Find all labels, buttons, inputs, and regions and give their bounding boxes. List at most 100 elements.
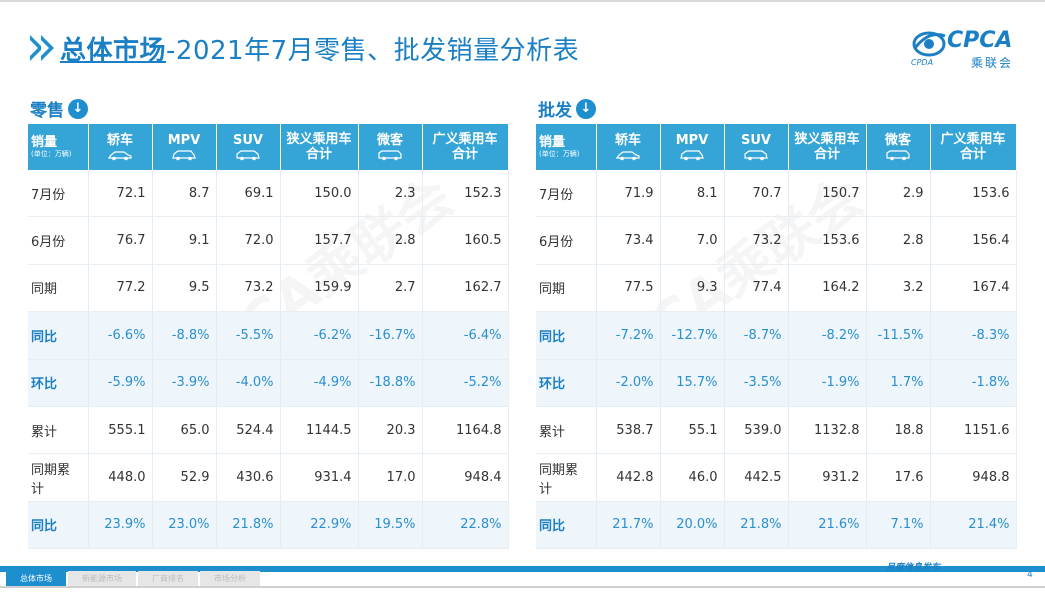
arrow-down-circle-icon: ↓ [68, 98, 88, 119]
table-cell: -5.5% [216, 311, 281, 360]
row-label: 累计 [536, 406, 597, 455]
table-cell: 22.9% [280, 501, 359, 550]
row-label: 同期累计 [28, 453, 89, 502]
minivan-icon [378, 150, 402, 161]
logo-sub: 乘联会 [971, 56, 1014, 70]
table-cell: 2.3 [358, 170, 423, 218]
row-label: 同比 [536, 501, 597, 550]
footer-divider [0, 586, 1045, 588]
row-label: 累计 [28, 406, 89, 455]
column-header-label: SUV [233, 133, 263, 148]
table-cell: 430.6 [216, 453, 281, 502]
title-bold: 总体市场 [60, 35, 167, 66]
table-row: 7月份 71.9 8.1 70.7 150.7 2.9 153.6 [536, 170, 1017, 218]
table-cell: 156.4 [930, 216, 1017, 265]
table-cell: 1.7% [866, 359, 931, 407]
table-cell: 150.0 [280, 170, 359, 218]
table-cell: 20.3 [358, 406, 423, 455]
table-cell: 2.8 [358, 216, 423, 265]
table-cell: 55.1 [660, 406, 725, 455]
footer-tab[interactable]: 市场分析 [200, 571, 260, 586]
table-row: 7月份 72.1 8.7 69.1 150.0 2.3 152.3 [28, 170, 509, 218]
table-cell: 19.5% [358, 501, 423, 550]
column-header-label: 广义乘用车 合计 [432, 132, 498, 162]
footer-tab[interactable]: 新能源市场 [68, 571, 136, 586]
row-label: 同比 [536, 311, 597, 360]
table-cell: 524.4 [216, 406, 281, 455]
table-cell: -4.9% [280, 359, 359, 407]
table-cell: -5.2% [422, 359, 509, 407]
column-header-label: SUV [741, 133, 771, 148]
table-cell: -3.9% [152, 359, 217, 407]
table-cell: 17.6 [866, 453, 931, 502]
table-row: 同期累计 448.0 52.9 430.6 931.4 17.0 948.4 [28, 453, 509, 502]
table-cell: 164.2 [788, 264, 867, 313]
table-cell: 448.0 [88, 453, 153, 502]
table-row: 环比 -5.9% -3.9% -4.0% -4.9% -18.8% -5.2% [28, 359, 509, 407]
cpca-logo: CPCA 乘联会 CPDA [909, 22, 1021, 70]
minivan-icon [886, 150, 910, 161]
page-title: 总体市场-2021年7月零售、批发销量分析表 [30, 28, 579, 68]
table-cell: -1.8% [930, 359, 1017, 407]
table-cell: 17.0 [358, 453, 423, 502]
table-cell: 931.4 [280, 453, 359, 502]
table-cell: 69.1 [216, 170, 281, 218]
mpv-icon [172, 150, 196, 161]
row-label: 同比 [28, 501, 89, 550]
table-cell: 3.2 [866, 264, 931, 313]
column-header-label: 轿车 [614, 133, 641, 148]
column-header: 广义乘用车 合计 [422, 124, 509, 170]
table-cell: 948.4 [422, 453, 509, 502]
table-cell: 9.3 [660, 264, 725, 313]
table-cell: -6.6% [88, 311, 153, 360]
footer-tab[interactable]: 厂商排名 [138, 571, 198, 586]
column-header: SUV [724, 124, 789, 170]
table-cell: 71.9 [596, 170, 661, 218]
table-cell: -18.8% [358, 359, 423, 407]
table-cell: 21.8% [216, 501, 281, 550]
table-cell: -11.5% [866, 311, 931, 360]
column-header: 轿车 [596, 124, 661, 170]
footer-bar [0, 566, 1045, 572]
table-row: 累计 538.7 55.1 539.0 1132.8 18.8 1151.6 [536, 406, 1017, 455]
table-cell: 160.5 [422, 216, 509, 265]
table-cell: 20.0% [660, 501, 725, 550]
table-cell: 8.1 [660, 170, 725, 218]
table-cell: 65.0 [152, 406, 217, 455]
row-label: 环比 [536, 359, 597, 407]
retail-table: 销量 (单位：万辆) 轿车 MPV SUV 狭义乘用车 合计 微客 广义乘用车 合计 7月份 72.1… [28, 124, 509, 550]
unit-label: 销量 [31, 135, 58, 150]
unit-header: 销量 (单位：万辆) [536, 124, 597, 170]
table-cell: 52.9 [152, 453, 217, 502]
table-cell: -6.4% [422, 311, 509, 360]
table-cell: 2.7 [358, 264, 423, 313]
logo-mark-icon [912, 31, 946, 57]
table-cell: 73.4 [596, 216, 661, 265]
table-cell: 22.8% [422, 501, 509, 550]
table-cell: 15.7% [660, 359, 725, 407]
table-row: 6月份 76.7 9.1 72.0 157.7 2.8 160.5 [28, 216, 509, 265]
retail-section-label: 零售 ↓ [30, 96, 88, 121]
page-number: 4 [1027, 570, 1033, 580]
column-header: 轿车 [88, 124, 153, 170]
column-header: 狭义乘用车 合计 [788, 124, 867, 170]
table-cell: 21.6% [788, 501, 867, 550]
column-header-label: 狭义乘用车 合计 [794, 132, 860, 162]
table-cell: 77.2 [88, 264, 153, 313]
table-cell: 153.6 [930, 170, 1017, 218]
row-label: 7月份 [536, 170, 597, 218]
table-cell: 70.7 [724, 170, 789, 218]
table-row: 同比 23.9% 23.0% 21.8% 22.9% 19.5% 22.8% [28, 501, 509, 550]
table-row: 同比 21.7% 20.0% 21.8% 21.6% 7.1% 21.4% [536, 501, 1017, 550]
logo-small: CPDA [911, 58, 934, 67]
table-cell: -2.0% [596, 359, 661, 407]
table-cell: 931.2 [788, 453, 867, 502]
table-cell: 72.1 [88, 170, 153, 218]
table-cell: 1132.8 [788, 406, 867, 455]
table-cell: 152.3 [422, 170, 509, 218]
table-row: 同比 -6.6% -8.8% -5.5% -6.2% -16.7% -6.4% [28, 311, 509, 360]
table-cell: 555.1 [88, 406, 153, 455]
footer-tab[interactable]: 总体市场 [6, 571, 66, 586]
table-cell: -12.7% [660, 311, 725, 360]
row-label: 同期 [536, 264, 597, 313]
